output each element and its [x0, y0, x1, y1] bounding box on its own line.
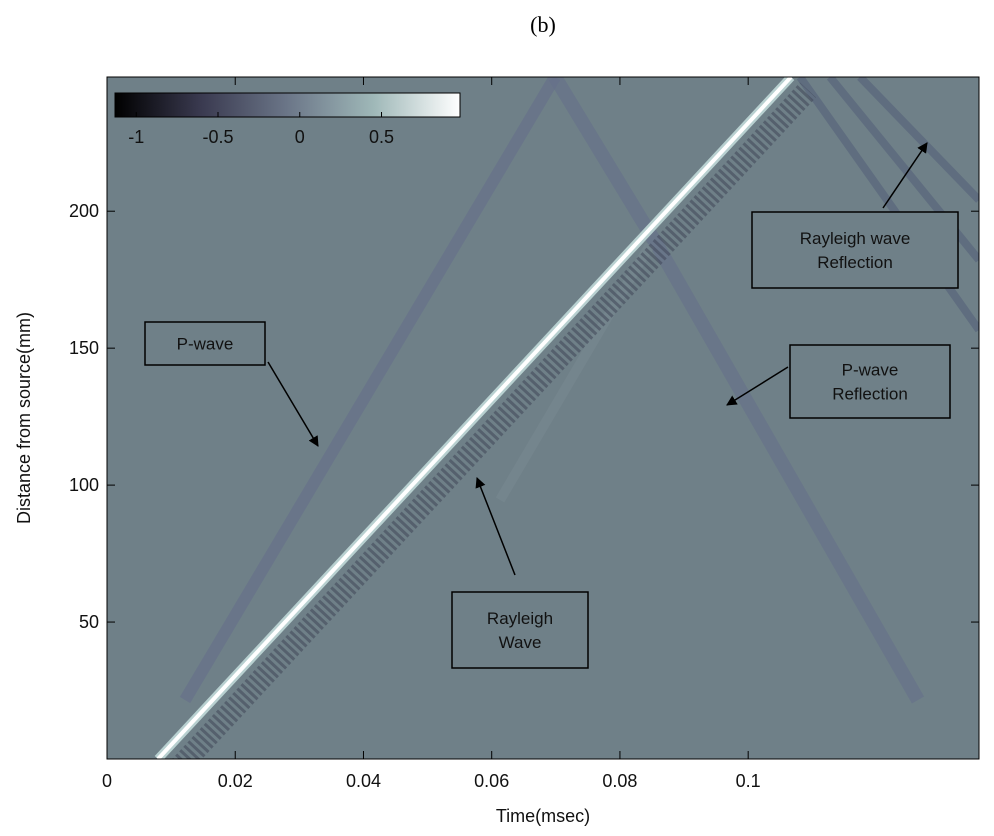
annotation-arrow: [475, 477, 516, 576]
x-tick-label: 0: [102, 771, 112, 791]
annotation-box: [789, 344, 951, 419]
annotation-text: P-wave: [177, 335, 234, 354]
annotation-text: Wave: [499, 633, 542, 652]
y-axis-label: Distance from source(mm): [14, 312, 34, 524]
colorbar: [114, 92, 461, 118]
annotation-box: [451, 591, 589, 669]
colorbar-tick-label: -1: [128, 127, 144, 147]
annotation-arrow: [267, 361, 319, 447]
annotation-text: P-wave: [842, 361, 899, 380]
p-wave-reflection: [549, 77, 925, 704]
annotation-text: Rayleigh wave: [800, 229, 911, 248]
x-tick-label: 0.1: [736, 771, 761, 791]
y-tick-label: 100: [69, 475, 99, 495]
annotations: P-wave Rayleigh Wave Rayleigh wave Reflectio…: [144, 142, 959, 669]
colorbar-tick-label: 0: [295, 127, 305, 147]
rayleigh-ripple: [172, 82, 817, 759]
annotation-box: [144, 321, 266, 366]
colorbar-tick-label: -0.5: [202, 127, 233, 147]
y-tick-label: 200: [69, 201, 99, 221]
y-tick-label: 50: [79, 612, 99, 632]
annotation-arrow: [726, 366, 789, 406]
wave-field: [154, 77, 979, 759]
chart-title: (b): [530, 12, 556, 37]
x-tick-label: 0.06: [474, 771, 509, 791]
y-tick-label: 150: [69, 338, 99, 358]
plot-frame: [106, 76, 980, 760]
annotation-text: Rayleigh: [487, 609, 553, 628]
x-tick-label: 0.02: [218, 771, 253, 791]
annotation-text: Reflection: [832, 385, 908, 404]
x-tick-label: 0.08: [602, 771, 637, 791]
x-axis-label: Time(msec): [496, 806, 590, 826]
annotation-arrow: [882, 142, 928, 209]
p-wave-front: [179, 77, 561, 704]
colorbar-tick-label: 0.5: [369, 127, 394, 147]
x-tick-label: 0.04: [346, 771, 381, 791]
annotation-text: Reflection: [817, 253, 893, 272]
annotation-box: [751, 211, 959, 289]
rayleigh-front: [156, 77, 793, 759]
